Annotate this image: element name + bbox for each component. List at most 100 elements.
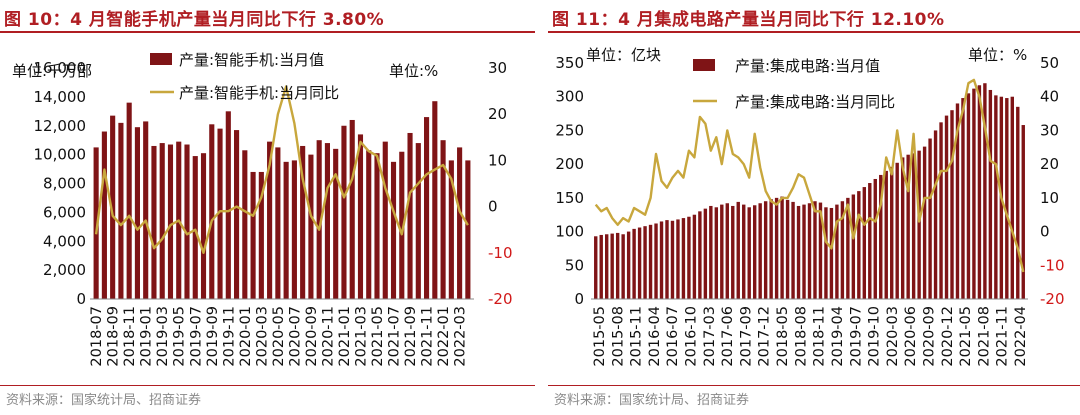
bar — [316, 140, 322, 299]
bar — [785, 199, 790, 299]
bar — [390, 161, 397, 299]
bar — [357, 134, 364, 299]
x-tick-label: 2020-03 — [254, 306, 270, 367]
y-tick-label: 12,000 — [34, 117, 87, 135]
bar — [300, 145, 306, 299]
bar — [648, 224, 653, 299]
x-tick-label: 2019-05 — [172, 306, 188, 367]
bar — [857, 191, 861, 299]
bar — [267, 141, 273, 299]
x-tick-label: 2017-12 — [757, 306, 773, 367]
y-tick-label: 16,000 — [34, 59, 87, 77]
x-tick-label: 2019-07 — [188, 306, 204, 367]
bar — [258, 171, 264, 299]
bar — [977, 85, 982, 299]
bar — [692, 214, 697, 299]
x-tick-label: 2020-09 — [304, 306, 320, 367]
bar — [665, 220, 669, 299]
y2-tick-label: 40 — [1040, 88, 1059, 106]
bar — [341, 125, 347, 299]
y2-tick-label: 10 — [1040, 189, 1059, 207]
chart-panel-ic: 图 11：4 月集成电路产量当月同比下行 12.10% 0 50 100 150 200… — [548, 0, 1080, 415]
bar — [703, 208, 708, 299]
chart-title: 图 11：4 月集成电路产量当月同比下行 12.10% — [552, 10, 945, 30]
x-tick-label: 2020-03 — [885, 306, 901, 367]
bar — [731, 205, 735, 299]
bar — [796, 205, 801, 299]
line-series — [594, 78, 1025, 273]
legend-label-bar: 产量:智能手机:当月值 — [179, 51, 324, 69]
bar — [448, 160, 454, 299]
x-tick-label: 2015-11 — [629, 306, 645, 367]
bar — [407, 132, 413, 299]
y2-tick-label: 20 — [1040, 155, 1059, 173]
bar — [283, 161, 289, 299]
title-rule — [548, 31, 1080, 33]
x-tick-label: 2020-05 — [271, 306, 287, 367]
bar — [424, 117, 430, 300]
y2-tick-label: -20 — [1040, 290, 1065, 308]
bar — [670, 220, 675, 299]
bar — [994, 95, 998, 299]
bar — [200, 153, 207, 299]
bar — [807, 203, 812, 299]
bar — [192, 156, 198, 299]
bar — [911, 153, 916, 299]
chart-panel-smartphone: 图 10：4 月智能手机产量当月同比下行 3.80% 0 2,000 4,000 6,… — [0, 0, 535, 415]
y-tick-label: 50 — [565, 256, 584, 274]
x-tick-label: 2022-03 — [453, 306, 469, 367]
y2-tick-label: 50 — [1040, 54, 1059, 72]
bar — [374, 153, 380, 299]
bar — [769, 199, 773, 299]
x-tick-label: 2020-11 — [320, 306, 336, 367]
x-tick-label: 2019-11 — [221, 306, 237, 367]
y-tick-label: 200 — [555, 155, 584, 173]
bar — [118, 122, 124, 299]
x-tick-label: 2016-07 — [665, 306, 681, 367]
bar — [1016, 106, 1020, 299]
x-tick-label: 2020-09 — [922, 306, 938, 367]
bar — [906, 154, 910, 299]
bar — [101, 131, 107, 299]
bar — [802, 204, 806, 299]
bar — [1021, 125, 1025, 299]
y2-tick-label: 0 — [488, 198, 498, 216]
bar — [780, 196, 784, 299]
bar — [944, 115, 949, 299]
y2-tick-label: 20 — [488, 105, 507, 123]
bar — [465, 160, 471, 299]
chart-title: 图 10：4 月智能手机产量当月同比下行 3.80% — [4, 10, 385, 30]
bar — [594, 236, 598, 299]
x-tick-label: 2022-01 — [436, 306, 452, 367]
x-tick-label: 2021-08 — [976, 306, 992, 367]
bar — [742, 204, 746, 299]
x-tick-label: 2016-10 — [684, 306, 700, 367]
bar — [890, 166, 894, 299]
bar — [824, 207, 828, 299]
x-tick-label: 2019-01 — [139, 306, 155, 367]
bar — [868, 183, 872, 299]
bar — [610, 233, 614, 299]
bar — [720, 204, 724, 299]
bar — [382, 141, 388, 299]
bar — [862, 187, 867, 299]
bar — [818, 202, 823, 299]
bar — [1005, 98, 1009, 299]
bar — [626, 231, 631, 299]
legend-swatch-bar — [693, 59, 715, 71]
title-rule — [0, 31, 535, 33]
x-tick-label: 2018-11 — [812, 306, 828, 367]
bar — [725, 203, 729, 299]
bar — [687, 216, 691, 299]
bar — [234, 130, 240, 299]
bar — [654, 223, 658, 299]
bar — [242, 150, 248, 299]
x-tick-label: 2018-07 — [89, 306, 105, 367]
bar — [599, 234, 603, 299]
bar — [758, 203, 762, 299]
footer-rule — [548, 385, 1080, 386]
x-tick-label: 2021-05 — [958, 306, 974, 367]
bar — [851, 194, 856, 299]
bar — [167, 144, 174, 299]
x-tick-label: 2018-05 — [775, 306, 791, 367]
